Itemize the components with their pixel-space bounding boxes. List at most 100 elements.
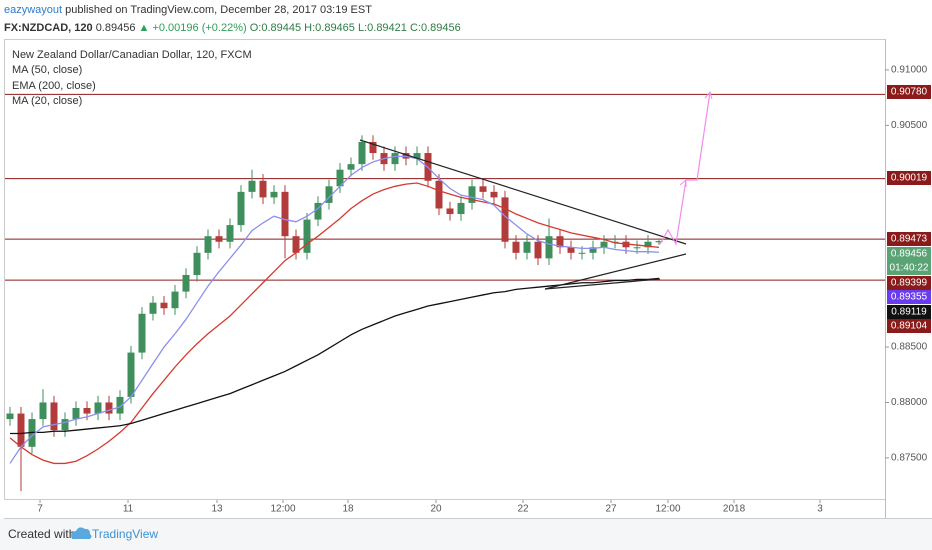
x-tick-label: 12:00	[271, 504, 296, 515]
candle-body	[325, 186, 333, 203]
trendline-lower	[544, 253, 687, 290]
footer-text: Created with	[8, 527, 75, 541]
x-tick-label: 2018	[723, 504, 746, 515]
candle-body	[336, 169, 344, 187]
candle-body	[358, 141, 366, 165]
y-tick-label: 0.88500	[891, 342, 928, 353]
last-price: 0.89456	[96, 22, 136, 34]
candle-body	[512, 241, 520, 253]
price-badge	[887, 232, 931, 246]
price-badge	[887, 247, 931, 261]
candle-body	[446, 208, 454, 215]
brand[interactable]: TradingView	[92, 527, 158, 541]
candle-body	[490, 191, 498, 198]
price-badge-label: 0.89473	[891, 234, 928, 245]
chart-title: New Zealand Dollar/Canadian Dollar, 120,…	[12, 49, 252, 61]
candle-body	[105, 402, 113, 414]
price-badge-label: 0.90019	[891, 173, 928, 184]
candle-body	[556, 236, 564, 248]
candle-body	[457, 202, 465, 215]
candle-body	[160, 302, 168, 309]
price-badge	[887, 171, 931, 185]
candle-body	[347, 164, 355, 170]
candle-body	[314, 202, 322, 220]
candle-body	[215, 236, 223, 242]
drawings	[359, 90, 713, 290]
price-badge-label: 01:40:22	[890, 263, 929, 274]
candle-body	[204, 236, 212, 253]
x-tick-label: 18	[342, 504, 354, 515]
candle-body	[567, 247, 575, 253]
x-tick-label: 27	[605, 504, 617, 515]
price-badge-label: 0.89456	[891, 249, 928, 260]
x-tick-label: 11	[123, 504, 134, 515]
y-tick-label: 0.88000	[891, 397, 928, 408]
brand-icon	[71, 527, 92, 539]
candle-body	[149, 302, 157, 314]
legend-entry[interactable]: EMA (200, close)	[12, 80, 96, 92]
trendline-upper	[359, 139, 687, 245]
candle-body	[270, 191, 278, 198]
candle-body	[633, 247, 641, 249]
candle-body	[479, 186, 487, 192]
change: ▲ +0.00196 (+0.22%)	[139, 22, 247, 34]
symbol: FX:NZDCAD, 120	[4, 22, 93, 34]
candle-body	[193, 252, 201, 275]
candle-body	[369, 141, 377, 154]
x-tick-label: 13	[211, 504, 223, 515]
symbol-line: FX:NZDCAD, 120 0.89456 ▲ +0.00196 (+0.22…	[4, 22, 461, 34]
legend-entry[interactable]: MA (20, close)	[12, 95, 82, 107]
candle-body	[182, 274, 190, 292]
ohlc: O:0.89445 H:0.89465 L:0.89421 C:0.89456	[250, 22, 461, 34]
y-tick-label: 0.91000	[891, 65, 928, 76]
candle-body	[435, 180, 443, 209]
x-tick-label: 22	[517, 504, 529, 515]
price-badge	[887, 305, 931, 319]
candle-body	[468, 186, 476, 203]
candle-body	[534, 241, 542, 259]
candle-body	[116, 396, 124, 414]
x-tick-label: 12:00	[656, 504, 681, 515]
price-badge-label: 0.89104	[891, 321, 928, 332]
candle-body	[171, 291, 179, 309]
price-badge	[887, 290, 931, 304]
candle-body	[83, 408, 91, 414]
candle-body	[127, 352, 135, 397]
candle-body	[523, 241, 531, 253]
ma-line	[9, 277, 660, 435]
author[interactable]: eazywayout	[4, 4, 62, 16]
candle-body	[281, 191, 289, 237]
candle-body	[600, 241, 608, 248]
candle-body	[226, 225, 234, 242]
plot	[5, 93, 885, 492]
candle-body	[391, 153, 399, 165]
candle-body	[138, 313, 146, 353]
candle-body	[578, 252, 586, 254]
candle-body	[39, 402, 47, 420]
x-tick-label: 7	[37, 504, 43, 515]
price-badge	[887, 319, 931, 333]
ma-line	[9, 155, 660, 464]
legend-entry[interactable]: MA (50, close)	[12, 64, 82, 76]
candle-body	[413, 153, 421, 159]
candle-body	[61, 419, 69, 431]
candle-body	[248, 180, 256, 192]
footer-bg	[0, 519, 932, 550]
candle-body	[237, 191, 245, 226]
candle-body	[545, 236, 553, 259]
published: published on TradingView.com, December 2…	[65, 4, 372, 16]
candle-body	[17, 413, 25, 447]
header-line: eazywayout published on TradingView.com,…	[4, 4, 372, 16]
price-badge-label: 0.89119	[891, 307, 927, 318]
candle-body	[72, 408, 80, 420]
candle-body	[655, 241, 663, 243]
price-badge	[887, 276, 931, 290]
price-badge	[887, 85, 931, 99]
candle-body	[644, 241, 652, 248]
trendline-base	[544, 278, 661, 290]
candle-body	[292, 236, 300, 253]
price-badge-label: 0.89355	[891, 292, 928, 303]
